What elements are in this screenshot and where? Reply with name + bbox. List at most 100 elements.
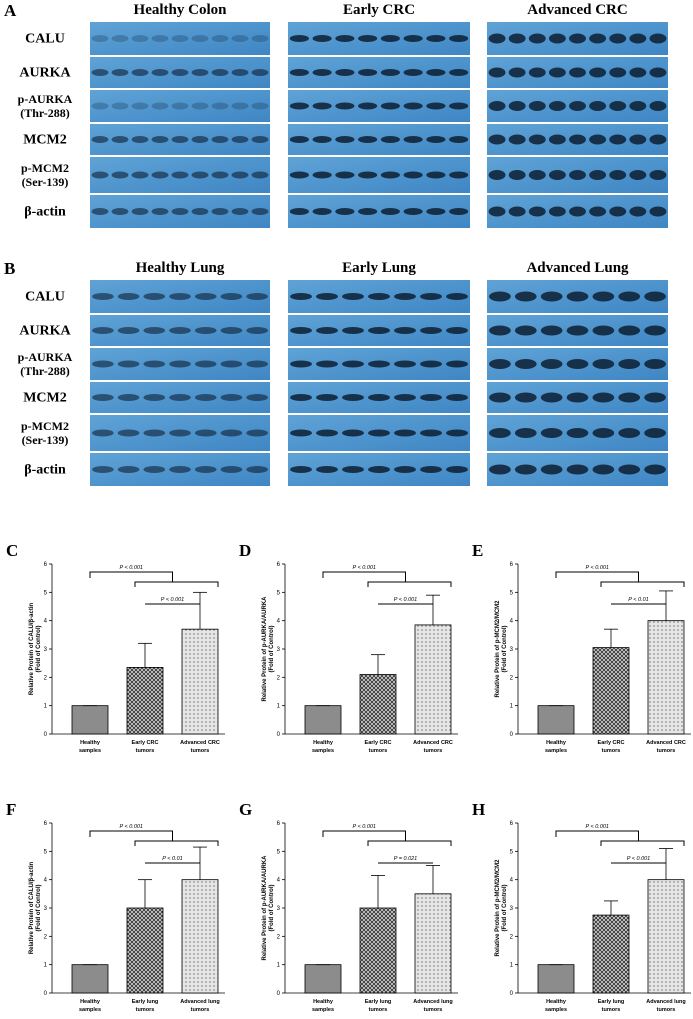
significance-label: P < 0.01 [628, 597, 648, 603]
blot-band [211, 208, 229, 215]
y-axis-label: Relative Protein of p-AURKA/AURKA [262, 596, 268, 702]
blot-band [91, 208, 109, 215]
y-tick-label: 2 [510, 934, 514, 940]
blot-column-title: Advanced CRC [527, 2, 627, 18]
panel-letter: F [6, 800, 16, 819]
y-tick-label: 2 [510, 675, 514, 681]
blot-band [609, 206, 627, 217]
blot-band [169, 466, 191, 473]
blot-band [246, 327, 268, 334]
blot-band [117, 394, 140, 401]
blot-band [446, 466, 468, 473]
x-tick-label: samples [545, 748, 567, 754]
blot-band [644, 359, 666, 369]
blot-band [92, 429, 114, 437]
blot-band [335, 102, 355, 110]
blot-band [449, 171, 469, 179]
blot-band [143, 394, 166, 401]
blot-band [92, 466, 114, 473]
blot-row-label: AURKA [19, 66, 71, 81]
bar [71, 964, 109, 994]
error-bar [426, 594, 440, 625]
significance-bracket [134, 581, 219, 587]
blot-band [644, 428, 666, 438]
blot-band [488, 134, 506, 145]
blot-band [368, 429, 390, 437]
x-tick-label: samples [312, 1007, 334, 1013]
blot-band [312, 102, 332, 110]
blot-band [589, 67, 607, 78]
blot-row-label: (Thr-288) [20, 364, 70, 378]
y-axis-label: Relative Protein of p-MCM2/MCM2 [495, 600, 501, 698]
blot-band [131, 35, 149, 42]
bar [71, 705, 109, 735]
panel-letter: E [472, 541, 483, 560]
blot-band [540, 428, 563, 438]
blot-band [191, 171, 209, 179]
blot-band [169, 293, 191, 300]
x-tick-label: Healthy [80, 740, 101, 746]
x-tick-label: tumors [424, 1007, 443, 1013]
y-tick-label: 0 [277, 732, 281, 738]
y-tick-label: 1 [44, 963, 48, 969]
blot-band [368, 466, 390, 473]
y-axis-label: Relative Protein of p-MCM2/MCM2 [495, 859, 501, 957]
blot-band [420, 327, 442, 334]
blot-band [171, 136, 189, 143]
blot-band [394, 429, 416, 437]
blot-band [220, 360, 243, 368]
y-tick-label: 2 [277, 675, 281, 681]
blot-band [289, 69, 309, 76]
significance-label: P < 0.001 [586, 565, 610, 571]
blot-band [592, 359, 615, 369]
blot-band [92, 327, 114, 334]
blot-row-label: (Ser-139) [22, 433, 69, 447]
blot-band [131, 208, 149, 215]
panel-letter: B [4, 259, 15, 278]
blot-band [488, 170, 506, 180]
y-axis-label: (Fold of Control) [36, 626, 42, 673]
blot-band [489, 428, 511, 438]
blot-band [342, 327, 364, 334]
blot-band [335, 69, 355, 76]
significance-label: P < 0.001 [353, 824, 377, 830]
blot-band [131, 171, 149, 179]
blot-band [143, 429, 166, 437]
blot-band [403, 35, 423, 42]
blot-band [246, 429, 268, 437]
blot-band [403, 69, 423, 76]
y-tick-label: 1 [44, 704, 48, 710]
blot-band [358, 69, 378, 76]
blot-band [394, 466, 416, 473]
blot-band [592, 464, 615, 475]
x-tick-label: tumors [191, 1007, 210, 1013]
blot-band [528, 134, 546, 145]
blot-band [566, 464, 589, 475]
blot-band [220, 327, 243, 334]
blot-band [91, 136, 109, 143]
blot-row-label: (Thr-288) [20, 106, 70, 120]
y-axis-label: Relative Protein of CALU/β-actin [29, 602, 35, 695]
blot-band [191, 102, 209, 110]
blot-band [589, 170, 607, 180]
blot-band [508, 101, 526, 111]
blot-band [403, 208, 423, 215]
significance-label: P < 0.001 [394, 597, 418, 603]
blot-band [220, 429, 243, 437]
blot-band [246, 360, 268, 368]
blot-band [508, 170, 526, 180]
significance-label: P < 0.001 [120, 565, 144, 571]
y-tick-label: 4 [44, 619, 48, 625]
blot-band [342, 293, 364, 300]
blot-band [131, 69, 149, 76]
x-tick-label: samples [79, 748, 101, 754]
blot-band [211, 69, 229, 76]
blot-band [143, 466, 166, 473]
blot-band [117, 327, 140, 334]
blot-band [566, 325, 589, 336]
blot-band [289, 35, 309, 42]
blot-band [194, 394, 217, 401]
blot-band [629, 134, 647, 145]
x-tick-label: Advanced lung [413, 999, 452, 1005]
y-tick-label: 4 [277, 619, 281, 625]
